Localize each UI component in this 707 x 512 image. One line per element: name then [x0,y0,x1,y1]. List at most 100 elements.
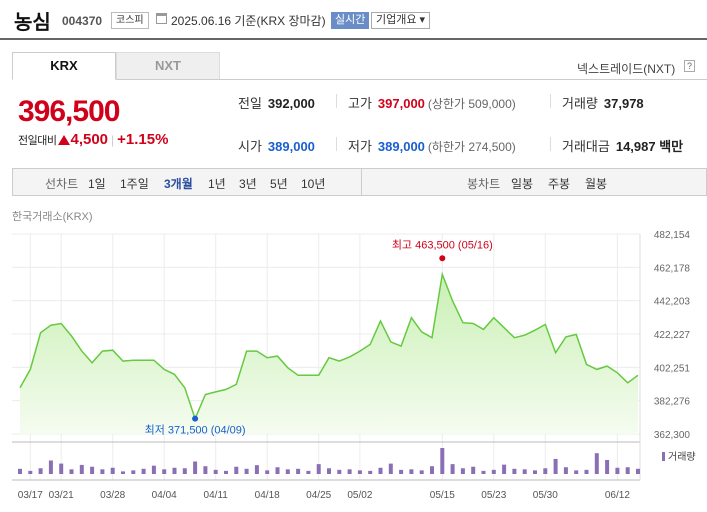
volume: 거래량 37,978 [562,93,644,112]
volume-bar [79,464,84,474]
volume-bar [18,468,22,474]
day-low: 저가 389,000 (하한가 274,500) [348,136,516,155]
max-marker [439,255,446,262]
volume-bar [337,469,342,474]
volume-bars [18,448,640,474]
period-1d[interactable]: 1일 [88,177,106,191]
period-10y[interactable]: 10년 [301,177,326,191]
day-high: 고가 397,000 (상한가 509,000) [348,93,516,112]
upper-limit: (상한가 509,000) [427,97,516,111]
y-tick-label: 462,178 [654,263,691,274]
open-label: 시가 [238,139,262,154]
volume-bar [347,469,352,474]
nxt-link[interactable]: 넥스트레이드(NXT) [577,62,676,76]
x-tick-label: 05/02 [347,490,372,501]
volume-bar [285,469,290,474]
x-tick-label: 05/23 [481,490,506,501]
change-separator: | [111,133,115,147]
low-label: 저가 [348,139,372,154]
volume-bar [357,470,362,474]
stock-name: 농심 [14,12,51,34]
volume-bar [512,468,517,474]
x-tick-label: 04/25 [306,490,331,501]
tab-nxt[interactable]: NXT [116,52,220,80]
extreme-markers: 최고 463,500 (05/16) 최저 371,500 (04/09) [145,238,493,436]
candle-daily[interactable]: 일봉 [511,177,534,191]
x-tick-label: 04/18 [255,490,280,501]
volume-bar [491,469,496,474]
volume-bar [605,459,610,474]
high-value: 397,000 [377,96,425,111]
period-bar: 선차트 1일 1주일 3개월 1년 3년 5년 10년 봉차트 일봉 주봉 월봉 [12,168,707,196]
volume-bar [38,468,43,474]
tab-divider [116,79,707,80]
base-date: 2025.06.16 기준(KRX 장마감) [171,14,326,28]
volume-legend-swatch [662,452,665,461]
volume-bar [224,470,228,474]
x-tick-label: 03/17 [18,490,43,501]
volume-bar [450,464,455,474]
x-axis-ticks: 03/17 03/21 03/28 04/04 04/11 04/18 04/25 05/02… [18,490,631,501]
y-tick-label: 402,251 [654,363,691,374]
volume-bar [563,467,568,474]
period-1y[interactable]: 1년 [208,177,226,191]
x-tick-label: 05/30 [533,490,558,501]
price-line [19,271,639,421]
line-chart-label: 선차트 [45,177,79,191]
amount-value: 14,987 백만 [615,139,684,154]
help-icon[interactable]: ? [684,60,695,72]
volume-bar [172,467,177,474]
realtime-button[interactable]: 실시간 [331,12,370,29]
period-1w[interactable]: 1주일 [120,177,149,191]
volume-bar [460,468,465,474]
high-label: 고가 [348,96,372,111]
min-marker [192,415,199,422]
volume-bar [409,469,414,474]
period-3m[interactable]: 3개월 [164,177,193,191]
volume-bar [316,464,321,474]
period-5y[interactable]: 5년 [270,177,288,191]
market-badge: 코스피 [111,12,149,29]
volume-bar [399,469,404,474]
divider [550,94,551,108]
period-3y[interactable]: 3년 [239,177,257,191]
price-chart[interactable]: 482,154 462,178 442,203 422,227 402,251 382,2… [0,220,707,512]
volume-bar [625,467,630,474]
volume-bar [213,469,218,474]
prev-close-value: 392,000 [267,96,315,111]
candle-weekly[interactable]: 주봉 [548,177,571,191]
volume-bar [244,468,249,474]
volume-bar [59,463,64,474]
max-label: 최고 463,500 (05/16) [392,238,493,251]
volume-bar [594,453,599,474]
x-tick-label: 04/04 [152,490,177,501]
volume-bar [553,458,558,474]
candle-chart-label: 봉차트 [467,177,501,191]
change-value: 4,500 [70,131,109,148]
calendar-icon [156,13,167,24]
exchange-tabs: KRX NXT [12,52,220,80]
volume-bar [141,468,146,474]
volume-bar [69,469,74,474]
period-divider [361,169,362,195]
company-info-dropdown[interactable]: 기업개요 ▾ [371,12,431,29]
volume-bar [636,468,640,474]
volume-bar [182,468,187,474]
change-label: 전일대비 [18,135,57,147]
volume-bar [110,467,115,474]
lower-limit: (하한가 274,500) [427,140,516,154]
volume-bar [151,465,156,474]
volume-bar [502,464,507,474]
volume-bar [193,461,198,474]
x-tick-label: 03/28 [100,490,125,501]
volume-bar [615,467,620,474]
prev-close: 전일 392,000 [238,93,315,112]
volume-bar [543,468,548,474]
candle-monthly[interactable]: 월봉 [585,177,608,191]
change-percent: +1.15% [117,131,169,148]
volume-bar [419,470,424,474]
volume-bar [522,469,527,474]
divider [336,94,337,108]
tab-krx[interactable]: KRX [12,52,116,80]
stock-header: 농심 004370 코스피 2025.06.16 기준(KRX 장마감) 실시간… [0,0,707,40]
